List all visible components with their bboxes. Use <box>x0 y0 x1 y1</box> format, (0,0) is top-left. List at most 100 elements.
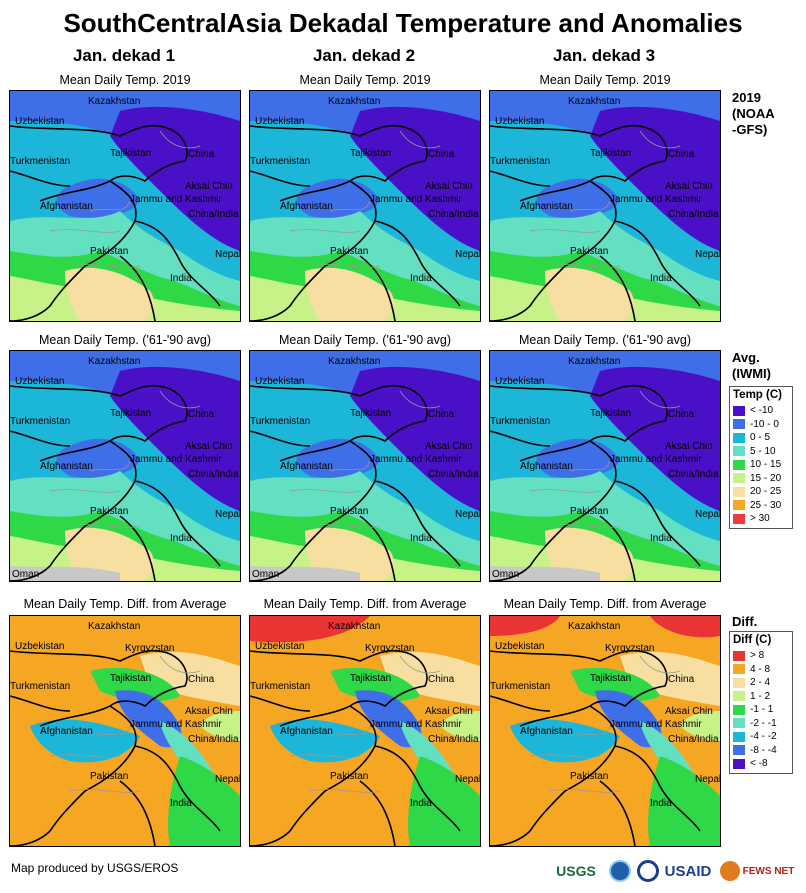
place-label-aksai-chin: Aksai Chin <box>425 441 473 452</box>
panel-title-r2-c1: Mean Daily Temp. ('61-'90 avg) <box>39 333 211 347</box>
place-label-pakistan: Pakistan <box>90 771 129 782</box>
place-label-aksai-chin: Aksai Chin <box>425 706 473 717</box>
place-label-pakistan: Pakistan <box>570 771 609 782</box>
map-zone-3 <box>56 438 141 478</box>
panel-title-r3-c3: Mean Daily Temp. Diff. from Average <box>503 597 707 611</box>
place-label-turkmenistan: Turkmenistan <box>490 681 551 692</box>
place-label-kazakhstan: Kazakhstan <box>88 96 141 107</box>
map-zone-8 <box>648 756 720 846</box>
map-image <box>10 351 240 581</box>
place-label-afghanistan: Afghanistan <box>40 461 93 472</box>
map-zone-7 <box>545 527 635 581</box>
map-panel-r2-c3: Kazakhstan Uzbekistan Turkmenistan Tajikist… <box>489 350 721 582</box>
temp-legend-item: -10 - 0 <box>733 418 789 432</box>
place-label-india: India <box>650 273 672 284</box>
place-label-uzbekistan: Uzbekistan <box>255 116 305 127</box>
place-label-uzbekistan: Uzbekistan <box>255 376 305 387</box>
place-label-afghanistan: Afghanistan <box>520 461 573 472</box>
place-label-kazakhstan: Kazakhstan <box>88 621 141 632</box>
place-label-china: China <box>188 149 215 160</box>
map-zone-3 <box>536 178 620 218</box>
map-panel-r2-c2: Kazakhstan Uzbekistan Turkmenistan Tajikist… <box>249 350 481 582</box>
place-label-turkmenistan: Turkmenistan <box>10 416 71 427</box>
place-label-aksai-chin: Aksai Chin <box>665 706 713 717</box>
place-label-china: China <box>428 409 455 420</box>
place-label-afghanistan: Afghanistan <box>280 726 333 737</box>
diff-legend-label: 1 - 2 <box>750 690 771 702</box>
map-zone-2 <box>90 667 180 702</box>
place-label-afghanistan: Afghanistan <box>40 201 93 212</box>
place-label-turkmenistan: Turkmenistan <box>250 156 311 167</box>
diff-legend-item: 4 - 8 <box>733 663 789 677</box>
temp-legend-swatch <box>733 486 745 497</box>
panel-title-r2-c2: Mean Daily Temp. ('61-'90 avg) <box>279 333 451 347</box>
column-header-dekad-1: Jan. dekad 1 <box>72 46 176 65</box>
diff-legend-swatch <box>733 691 745 702</box>
place-label-nepal: Nepal <box>695 774 721 785</box>
place-label-turkmenistan: Turkmenistan <box>250 416 311 427</box>
diff-legend-swatch <box>733 664 745 675</box>
map-zone-9 <box>680 711 720 741</box>
place-label-china-india: China/India <box>668 734 719 745</box>
temp-legend-swatch <box>733 459 745 470</box>
diff-legend-item: > 8 <box>733 649 789 663</box>
map-zone-2 <box>350 366 480 511</box>
map-panel-r1-c2: Kazakhstan Uzbekistan Turkmenistan Tajikist… <box>249 90 481 322</box>
map-zone-1 <box>140 651 240 706</box>
temp-legend-label: 10 - 15 <box>750 459 782 471</box>
row-label-avg: Avg. (IWMI) <box>732 350 771 381</box>
temp-legend-title: Temp (C) <box>733 389 782 401</box>
diff-legend-swatch <box>733 718 745 729</box>
temp-legend-item: 10 - 15 <box>733 458 789 472</box>
place-label-india: India <box>170 273 192 284</box>
usgs-logo: USGS <box>556 863 596 879</box>
place-label-kyrgyzstan: Kyrgyzstan <box>125 643 175 654</box>
place-label-pakistan: Pakistan <box>570 506 609 517</box>
no-data-zone <box>250 566 360 581</box>
place-label-aksai-chin: Aksai Chin <box>665 181 713 192</box>
credit-text: Map produced by USGS/EROS <box>11 861 179 875</box>
place-label-india: India <box>410 798 432 809</box>
place-label-nepal: Nepal <box>695 249 721 260</box>
temp-legend-label: > 30 <box>750 513 770 525</box>
temp-legend-item: 25 - 30 <box>733 499 789 513</box>
page-title: SouthCentralAsia Dekadal Temperature and… <box>63 8 743 38</box>
map-panel-r1-c1: Kazakhstan Uzbekistan Turkmenistan Tajikist… <box>9 90 241 322</box>
place-label-aksai-chin: Aksai Chin <box>185 181 233 192</box>
place-label-pakistan: Pakistan <box>330 246 369 257</box>
temp-legend-label: 25 - 30 <box>750 499 782 511</box>
diff-legend-item: -8 - -4 <box>733 744 789 758</box>
diff-legend-swatch <box>733 650 745 661</box>
temp-legend-item: > 30 <box>733 512 789 526</box>
temp-legend-label: 5 - 10 <box>750 445 776 457</box>
map-image <box>250 616 480 846</box>
place-label-kazakhstan: Kazakhstan <box>568 96 621 107</box>
place-label-tajikistan: Tajikistan <box>350 673 392 684</box>
place-label-kazakhstan: Kazakhstan <box>328 356 381 367</box>
no-data-zone <box>10 566 120 581</box>
temp-legend-swatch <box>733 500 745 511</box>
place-label-china-india: China/India <box>428 209 479 220</box>
place-label-china-india: China/India <box>668 469 719 480</box>
map-zone-7 <box>305 527 395 581</box>
place-label-jammu-kashmir: Jammu and Kashmir <box>610 194 702 205</box>
place-label-oman: Oman <box>12 569 40 580</box>
map-zone-3 <box>296 178 380 218</box>
place-label-turkmenistan: Turkmenistan <box>490 156 551 167</box>
map-zone-3 <box>620 651 720 706</box>
place-label-nepal: Nepal <box>215 774 241 785</box>
temp-legend-swatch <box>733 446 745 457</box>
map-zone-3 <box>296 438 380 478</box>
map-zone-2 <box>110 106 240 251</box>
map-zone-7 <box>408 756 480 846</box>
place-label-china: China <box>188 409 215 420</box>
usaid-logo: USAID <box>664 862 712 880</box>
place-label-china-india: China/India <box>188 209 239 220</box>
place-label-tajikistan: Tajikistan <box>590 408 632 419</box>
diff-legend-item: -2 - -1 <box>733 717 789 731</box>
diff-legend-swatch <box>733 745 745 756</box>
place-label-uzbekistan: Uzbekistan <box>495 376 545 387</box>
place-label-turkmenistan: Turkmenistan <box>10 156 71 167</box>
